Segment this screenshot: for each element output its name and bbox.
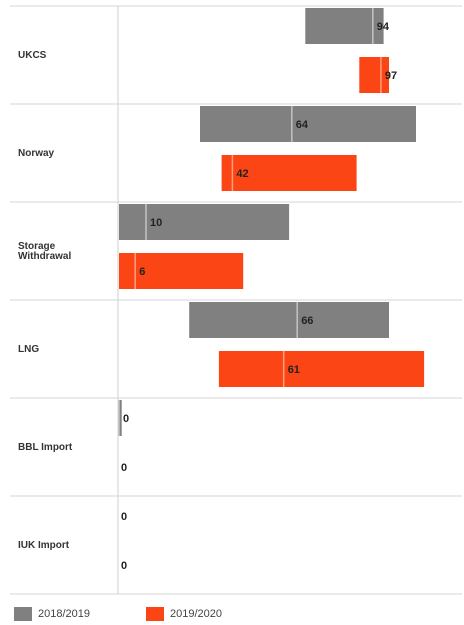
bar-lng-2018-2019[interactable] bbox=[189, 302, 389, 338]
legend-swatch-2019-2020 bbox=[146, 607, 164, 621]
value-label-storage-withdrawal-2018-2019: 10 bbox=[150, 217, 162, 229]
legend-item-2019-2020[interactable]: 2019/2020 bbox=[146, 607, 222, 621]
category-label-norway: Norway bbox=[18, 148, 55, 159]
legend-swatch-2018-2019 bbox=[14, 607, 32, 621]
bar-bbl-import-2018-2019[interactable] bbox=[119, 400, 122, 436]
category-labels: UKCS Norway Storage Withdrawal LNG BBL Import… bbox=[18, 50, 73, 551]
value-label-lng-2018-2019: 66 bbox=[301, 315, 313, 327]
value-label-norway-2019-2020: 42 bbox=[236, 168, 248, 180]
category-separators bbox=[10, 5, 462, 595]
range-bar-chart: UKCS Norway Storage Withdrawal LNG BBL Import… bbox=[10, 5, 462, 595]
bars bbox=[118, 8, 425, 436]
bar-ukcs-2019-2020[interactable] bbox=[359, 57, 389, 93]
legend-label-2018-2019: 2018/2019 bbox=[38, 608, 90, 620]
legend-item-2018-2019[interactable]: 2018/2019 bbox=[14, 607, 90, 621]
bar-storage-withdrawal-2018-2019[interactable] bbox=[119, 204, 290, 240]
value-label-storage-withdrawal-2019-2020: 6 bbox=[139, 266, 145, 278]
value-label-ukcs-2019-2020: 97 bbox=[385, 70, 397, 82]
bar-norway-2019-2020[interactable] bbox=[221, 155, 357, 191]
bar-storage-withdrawal-2019-2020[interactable] bbox=[119, 253, 244, 289]
category-label-iuk-import: IUK Import bbox=[18, 540, 70, 551]
bar-norway-2018-2019[interactable] bbox=[200, 106, 416, 142]
bar-lng-2019-2020[interactable] bbox=[218, 351, 425, 387]
category-label-lng: LNG bbox=[18, 344, 39, 355]
bar-ukcs-2018-2019[interactable] bbox=[305, 8, 384, 44]
value-label-ukcs-2018-2019: 94 bbox=[377, 21, 390, 33]
category-label-ukcs: UKCS bbox=[18, 50, 47, 61]
value-label-lng-2019-2020: 61 bbox=[288, 364, 300, 376]
legend-label-2019-2020: 2019/2020 bbox=[170, 608, 222, 620]
value-label-iuk-import-2018-2019: 0 bbox=[121, 511, 127, 523]
value-label-norway-2018-2019: 64 bbox=[296, 119, 309, 131]
value-label-iuk-import-2019-2020: 0 bbox=[121, 560, 127, 572]
category-label-storage-withdrawal: Storage Withdrawal bbox=[18, 241, 71, 262]
legend: 2018/2019 2019/2020 bbox=[14, 607, 222, 621]
category-label-bbl-import: BBL Import bbox=[18, 442, 73, 453]
value-label-bbl-import-2018-2019: 0 bbox=[123, 413, 129, 425]
value-label-bbl-import-2019-2020: 0 bbox=[121, 462, 127, 474]
